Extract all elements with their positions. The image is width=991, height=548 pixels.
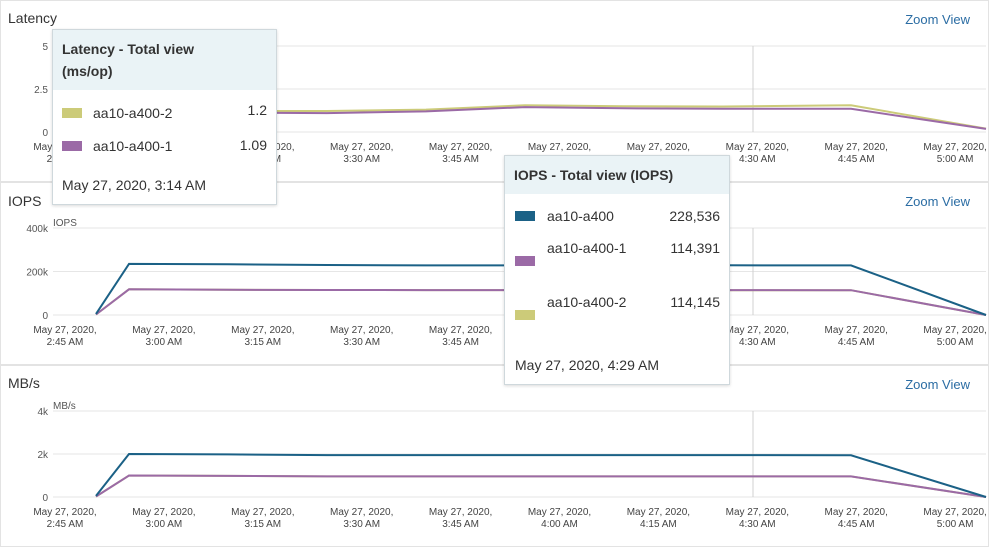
series-line-aa10-a400 (95, 452, 987, 498)
x-tick-label: 3:30 AM (343, 337, 380, 348)
x-tick-label: May 27, 2020, (429, 507, 492, 518)
x-tick-label: 3:30 AM (343, 154, 380, 165)
iops-tooltip-swatch-3 (515, 310, 535, 320)
iops-tooltip-title: IOPS - Total view (IOPS) (505, 156, 729, 194)
y-tick-label: 0 (42, 128, 48, 139)
latency-title: Latency (8, 10, 58, 26)
iops-tooltip-series-3: aa10-a400-2 (547, 294, 627, 310)
x-tick-label: 4:45 AM (838, 337, 875, 348)
x-tick-label: May 27, 2020, (231, 507, 294, 518)
iops-tooltip-swatch-2 (515, 256, 535, 266)
x-tick-label: May 27, 2020, (330, 142, 393, 153)
x-tick-label: 4:30 AM (739, 519, 776, 530)
x-tick-label: May 27, 2020, (33, 507, 96, 518)
mbs-unit-label: MB/s (53, 401, 76, 412)
x-tick-label: May 27, 2020, (825, 142, 888, 153)
y-tick-label: 0 (42, 311, 48, 322)
x-tick-label: 5:00 AM (937, 337, 974, 348)
iops-tooltip: IOPS - Total view (IOPS) aa10-a400 228,5… (504, 155, 730, 385)
mbs-zoom-view-link[interactable]: Zoom View (905, 377, 970, 392)
y-tick-label: 2k (37, 450, 49, 461)
x-tick-label: 3:45 AM (442, 337, 479, 348)
latency-tooltip-value-1: 1.2 (247, 102, 267, 118)
x-tick-label: 4:45 AM (838, 154, 875, 165)
x-tick-label: May 27, 2020, (132, 325, 195, 336)
series-line-aa10-a400 (95, 262, 987, 316)
latency-tooltip-title: Latency - Total view (ms/op) (53, 30, 276, 90)
x-tick-label: 3:45 AM (442, 154, 479, 165)
iops-zoom-view-link[interactable]: Zoom View (905, 194, 970, 209)
x-tick-label: 5:00 AM (937, 154, 974, 165)
x-tick-label: 3:00 AM (146, 519, 183, 530)
latency-zoom-view-link[interactable]: Zoom View (905, 12, 970, 27)
x-tick-label: 3:30 AM (343, 519, 380, 530)
x-tick-label: 5:00 AM (937, 519, 974, 530)
iops-tooltip-series-2: aa10-a400-1 (547, 240, 627, 256)
x-tick-label: 3:15 AM (244, 337, 281, 348)
latency-tooltip-swatch-1 (62, 108, 82, 118)
x-tick-label: 4:30 AM (739, 154, 776, 165)
iops-tooltip-series-1: aa10-a400 (547, 208, 614, 224)
mbs-title: MB/s (8, 375, 40, 391)
iops-title: IOPS (8, 193, 42, 209)
x-tick-label: May 27, 2020, (627, 507, 690, 518)
y-tick-label: 400k (26, 224, 49, 235)
latency-tooltip-timestamp: May 27, 2020, 3:14 AM (62, 177, 206, 193)
x-tick-label: May 27, 2020, (923, 507, 986, 518)
x-tick-label: May 27, 2020, (429, 142, 492, 153)
latency-tooltip-value-2: 1.09 (239, 137, 267, 153)
y-tick-label: 4k (37, 407, 49, 418)
x-tick-label: 4:15 AM (640, 519, 677, 530)
latency-tooltip-series-1: aa10-a400-2 (93, 105, 173, 121)
iops-unit-label: IOPS (53, 218, 77, 229)
x-tick-label: May 27, 2020, (627, 142, 690, 153)
x-tick-label: 3:15 AM (244, 519, 281, 530)
iops-tooltip-value-3: 114,145 (670, 294, 720, 310)
latency-tooltip-series-2: aa10-a400-1 (93, 138, 173, 154)
x-tick-label: May 27, 2020, (429, 325, 492, 336)
x-tick-label: May 27, 2020, (726, 142, 789, 153)
iops-panel: IOPS Zoom View IOPS 400k 200k 0 May 27, 202… (0, 182, 989, 365)
mbs-panel: MB/s Zoom View MB/s 4k 2k 0 May 27, 2020, 2:… (0, 365, 989, 547)
latency-tooltip: Latency - Total view (ms/op) aa10-a400-2… (52, 29, 277, 205)
x-tick-label: 2:45 AM (47, 519, 84, 530)
x-tick-label: May 27, 2020, (726, 507, 789, 518)
iops-tooltip-swatch-1 (515, 211, 535, 221)
x-tick-label: May 27, 2020, (330, 325, 393, 336)
x-tick-label: 2:45 AM (47, 337, 84, 348)
x-tick-label: May 27, 2020, (825, 325, 888, 336)
x-tick-label: 3:45 AM (442, 519, 479, 530)
iops-tooltip-value-1: 228,536 (669, 208, 720, 224)
series-line-aa10-a400-2 (95, 474, 987, 498)
series-line-aa10-a400-1 (95, 474, 987, 498)
x-tick-label: May 27, 2020, (923, 325, 986, 336)
y-tick-label: 2.5 (34, 85, 48, 96)
x-tick-label: May 27, 2020, (330, 507, 393, 518)
iops-tooltip-value-2: 114,391 (670, 240, 720, 256)
y-tick-label: 0 (42, 493, 48, 504)
x-tick-label: 4:30 AM (739, 337, 776, 348)
x-tick-label: 3:00 AM (146, 337, 183, 348)
iops-tooltip-timestamp: May 27, 2020, 4:29 AM (515, 357, 659, 373)
x-tick-label: 4:00 AM (541, 519, 578, 530)
x-tick-label: May 27, 2020, (825, 507, 888, 518)
x-tick-label: May 27, 2020, (726, 325, 789, 336)
latency-tooltip-swatch-2 (62, 141, 82, 151)
series-line-aa10-a400-1 (95, 288, 987, 316)
x-tick-label: May 27, 2020, (528, 142, 591, 153)
x-tick-label: May 27, 2020, (132, 507, 195, 518)
y-tick-label: 200k (26, 268, 49, 279)
x-tick-label: May 27, 2020, (528, 507, 591, 518)
x-tick-label: May 27, 2020, (231, 325, 294, 336)
y-tick-label: 5 (42, 42, 48, 53)
x-tick-label: 4:45 AM (838, 519, 875, 530)
x-tick-label: May 27, 2020, (923, 142, 986, 153)
x-tick-label: May 27, 2020, (33, 325, 96, 336)
